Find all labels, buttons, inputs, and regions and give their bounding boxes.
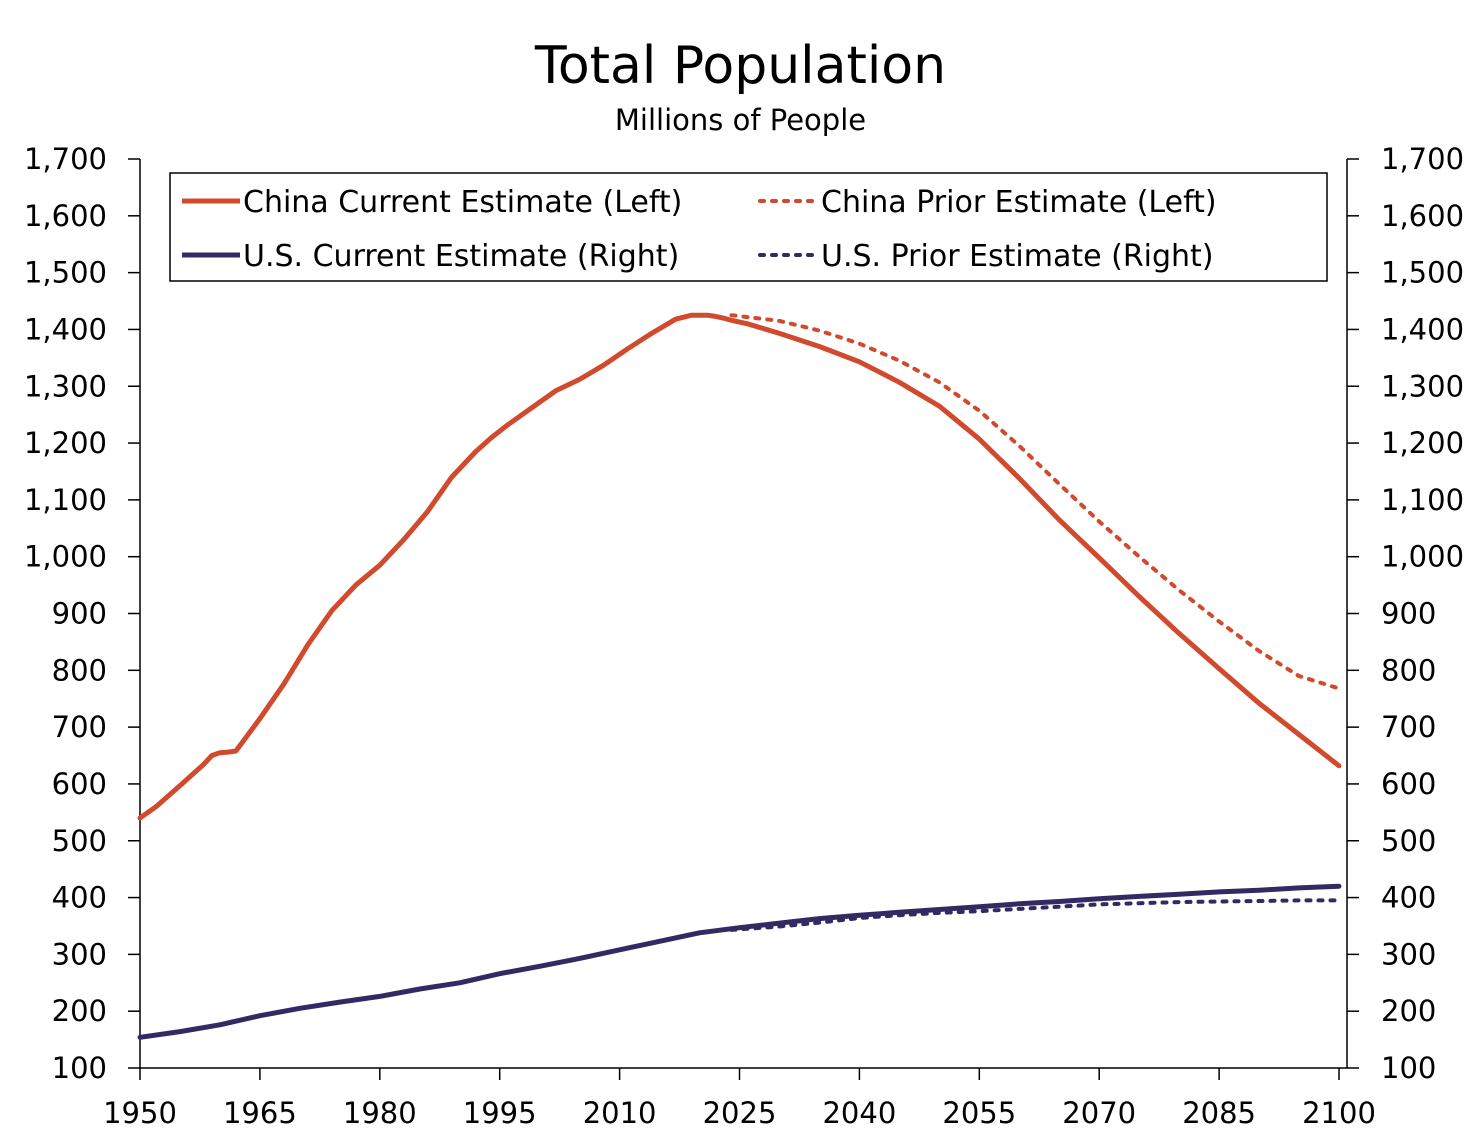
chart-title: Total Population: [534, 36, 947, 96]
y-tick-label-left: 600: [52, 767, 107, 801]
legend: China Current Estimate (Left) China Prior…: [169, 172, 1328, 282]
y-tick-label-left: 900: [52, 597, 107, 631]
y-tick-label-left: 1,400: [24, 312, 107, 346]
x-tick-label: 2085: [1182, 1096, 1256, 1130]
y-tick-label-left: 1,600: [24, 199, 107, 233]
axes: 100 100 200 200 300 300 400 400 500 500 600 600 700 7…: [24, 142, 1464, 1130]
y-tick-label-right: 600: [1381, 767, 1436, 801]
legend-label: China Prior Estimate (Left): [821, 185, 1217, 220]
y-tick-label-left: 100: [52, 1051, 107, 1085]
y-tick-label-right: 100: [1381, 1051, 1436, 1085]
y-tick-label-left: 700: [52, 710, 107, 744]
legend-label: U.S. Current Estimate (Right): [243, 239, 679, 274]
legend-label: China Current Estimate (Left): [243, 185, 682, 220]
y-tick-label-right: 700: [1381, 710, 1436, 744]
y-tick-label-left: 1,300: [24, 369, 107, 403]
x-tick-label: 2025: [703, 1096, 777, 1130]
y-tick-label-right: 300: [1381, 937, 1436, 971]
y-tick-label-left: 200: [52, 994, 107, 1028]
y-tick-label-right: 1,000: [1381, 540, 1464, 574]
y-tick-label-right: 200: [1381, 994, 1436, 1028]
y-tick-label-left: 1,000: [24, 540, 107, 574]
y-tick-label-right: 1,200: [1381, 426, 1464, 460]
x-tick-label: 2040: [822, 1096, 896, 1130]
y-tick-label-left: 300: [52, 937, 107, 971]
y-tick-label-right: 1,600: [1381, 199, 1464, 233]
x-tick-label: 2010: [583, 1096, 657, 1130]
y-tick-label-left: 500: [52, 824, 107, 858]
series-line-china-current-estimate-left: [137, 312, 1342, 821]
legend-label: U.S. Prior Estimate (Right): [821, 239, 1214, 274]
y-tick-label-right: 500: [1381, 824, 1436, 858]
y-tick-label-left: 800: [52, 653, 107, 687]
x-tick-label: 2055: [942, 1096, 1016, 1130]
legend-box: [169, 172, 1328, 282]
x-tick-label: 1965: [223, 1096, 297, 1130]
x-tick-label: 1950: [103, 1096, 177, 1130]
series-line-u-s-prior-estimate-right: [729, 898, 1341, 932]
x-tick-label: 1995: [463, 1096, 537, 1130]
y-tick-label-left: 1,700: [24, 142, 107, 176]
x-tick-label: 2070: [1062, 1096, 1136, 1130]
series-line-china-prior-estimate-left: [729, 313, 1341, 691]
y-tick-label-left: 1,100: [24, 483, 107, 517]
series-layer: [137, 312, 1342, 1040]
y-tick-label-right: 1,500: [1381, 256, 1464, 290]
y-tick-label-right: 1,100: [1381, 483, 1464, 517]
y-tick-label-right: 1,300: [1381, 369, 1464, 403]
chart-subtitle: Millions of People: [614, 103, 867, 137]
y-tick-label-right: 1,700: [1381, 142, 1464, 176]
x-tick-label: 2100: [1302, 1096, 1376, 1130]
y-tick-label-right: 800: [1381, 653, 1436, 687]
y-tick-label-left: 1,200: [24, 426, 107, 460]
series-line-u-s-current-estimate-right: [137, 883, 1342, 1040]
y-tick-label-left: 1,500: [24, 256, 107, 290]
y-tick-label-right: 400: [1381, 881, 1436, 915]
y-tick-label-right: 900: [1381, 597, 1436, 631]
y-tick-label-right: 1,400: [1381, 312, 1464, 346]
y-tick-label-left: 400: [52, 881, 107, 915]
x-tick-label: 1980: [343, 1096, 417, 1130]
